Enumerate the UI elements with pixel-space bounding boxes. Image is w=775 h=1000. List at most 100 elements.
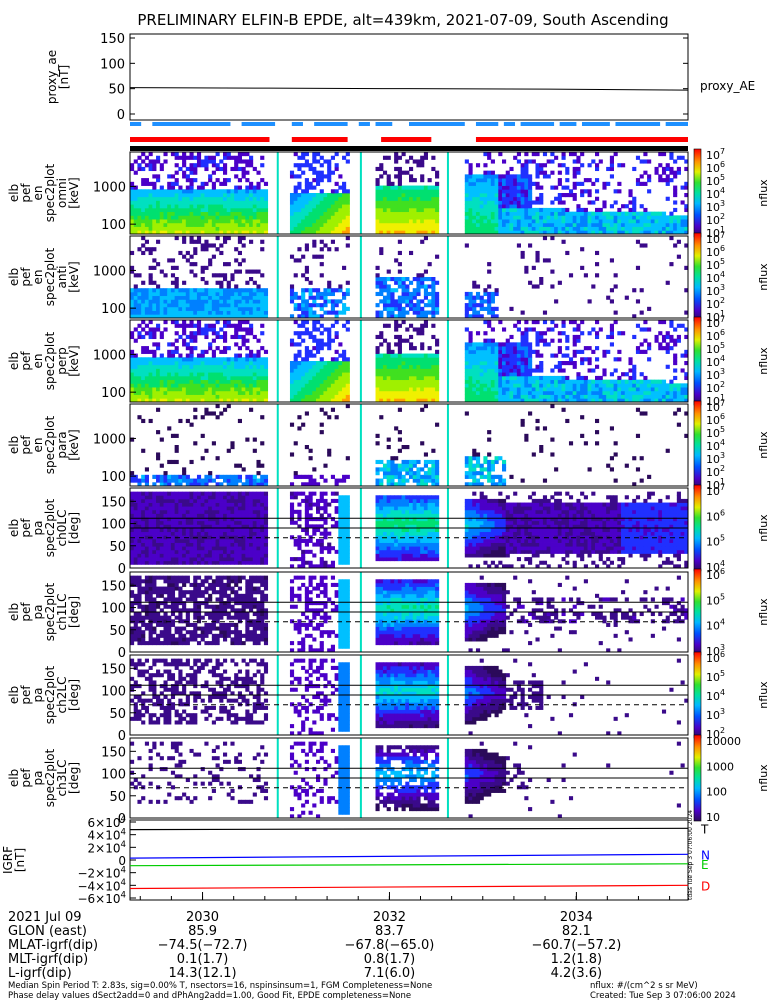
heatmap-cell [390, 200, 395, 205]
heatmap-cell [234, 159, 239, 164]
heatmap-cell [565, 361, 570, 366]
heatmap-cell [152, 189, 157, 194]
heatmap-cell [163, 361, 168, 366]
heatmap-cell [133, 222, 138, 227]
heatmap-cell [435, 185, 440, 190]
heatmap-cell [304, 368, 309, 373]
heatmap-cell [606, 222, 611, 227]
heatmap-cell [226, 152, 231, 157]
heatmap-cell [170, 398, 176, 403]
heatmap-cell [535, 226, 540, 231]
heatmap-cell [673, 226, 678, 231]
heatmap-cell [263, 394, 269, 399]
heatmap-cell [174, 295, 179, 300]
heatmap-cell [148, 357, 153, 362]
heatmap-cell [487, 284, 492, 289]
heatmap-cell [148, 226, 153, 231]
heatmap-cell [178, 155, 183, 160]
heatmap-cell [252, 295, 257, 300]
heatmap-cell [401, 226, 406, 231]
heatmap-cell [316, 254, 321, 259]
heatmap-cell [289, 338, 295, 343]
heatmap-cell [312, 254, 317, 259]
heatmap-cell [252, 280, 257, 285]
heatmap-cell [464, 375, 469, 381]
heatmap-cell [490, 327, 495, 332]
heatmap-cell [498, 196, 503, 201]
heatmap-cell [219, 189, 224, 194]
heatmap-cell [301, 196, 306, 201]
heatmap-cell [289, 387, 295, 392]
heatmap-cell [647, 342, 652, 347]
heatmap-cell [379, 394, 384, 399]
heatmap-cell [505, 368, 510, 373]
heatmap-cell [654, 230, 659, 235]
heatmap-cell [602, 204, 607, 209]
heatmap-cell [513, 207, 518, 213]
heatmap-cell [193, 415, 198, 420]
heatmap-cell [661, 320, 667, 325]
heatmap-cell [528, 211, 533, 216]
heatmap-cell [580, 222, 585, 227]
heatmap-cell [427, 207, 432, 213]
heatmap-cell [152, 181, 157, 186]
heatmap-cell [193, 306, 198, 311]
heatmap-cell [196, 306, 202, 311]
heatmap-cell [397, 394, 402, 399]
heatmap-cell [237, 383, 242, 388]
heatmap-cell [382, 471, 388, 476]
heatmap-cell [327, 375, 332, 381]
heatmap-cell [498, 211, 503, 216]
heatmap-cell [464, 295, 469, 300]
heatmap-cell [420, 398, 425, 403]
heatmap-cell [509, 379, 514, 384]
heatmap-cell [130, 334, 135, 340]
heatmap-cell [174, 265, 179, 270]
heatmap-cell [509, 193, 514, 198]
status-bar-blue-segment [409, 122, 465, 126]
heatmap-cell [152, 383, 157, 388]
heatmap-cell [293, 474, 298, 479]
heatmap-cell [420, 284, 425, 289]
heatmap-cell [297, 361, 302, 366]
heatmap-cell [423, 387, 428, 392]
heatmap-cell [557, 364, 562, 369]
heatmap-cell [189, 349, 194, 354]
heatmap-cell [382, 368, 388, 373]
heatmap-cell [509, 357, 514, 362]
heatmap-cell [204, 482, 209, 487]
heatmap-cell [684, 185, 689, 190]
heatmap-cell [133, 196, 138, 201]
heatmap-cell [528, 207, 533, 213]
heatmap-cell [189, 361, 194, 366]
heatmap-cell [301, 387, 306, 392]
heatmap-cell [435, 226, 440, 231]
heatmap-cell [431, 314, 436, 319]
heatmap-cell [245, 320, 250, 325]
heatmap-cell [513, 364, 518, 369]
heatmap-cell [263, 314, 269, 319]
heatmap-cell [237, 299, 242, 304]
heatmap-cell [130, 383, 135, 388]
heatmap-cell [144, 247, 149, 252]
heatmap-cell [189, 295, 194, 300]
heatmap-cell [412, 222, 417, 227]
heatmap-cell [182, 338, 187, 343]
heatmap-cell [464, 310, 469, 315]
heatmap-cell [490, 375, 495, 381]
heatmap-cell [167, 474, 172, 479]
heatmap-cell [200, 379, 205, 384]
heatmap-cell [256, 368, 261, 373]
heatmap-cell [483, 387, 488, 392]
heatmap-cell [211, 254, 216, 259]
y-tick-label: 150 [100, 32, 125, 47]
heatmap-cell [565, 230, 570, 235]
heatmap-cell [472, 193, 477, 198]
heatmap-cell [475, 193, 481, 198]
heatmap-cell [621, 219, 626, 224]
heatmap-cell [535, 219, 540, 224]
heatmap-cell [420, 211, 425, 216]
heatmap-cell [163, 291, 168, 297]
heatmap-cell [211, 353, 216, 358]
